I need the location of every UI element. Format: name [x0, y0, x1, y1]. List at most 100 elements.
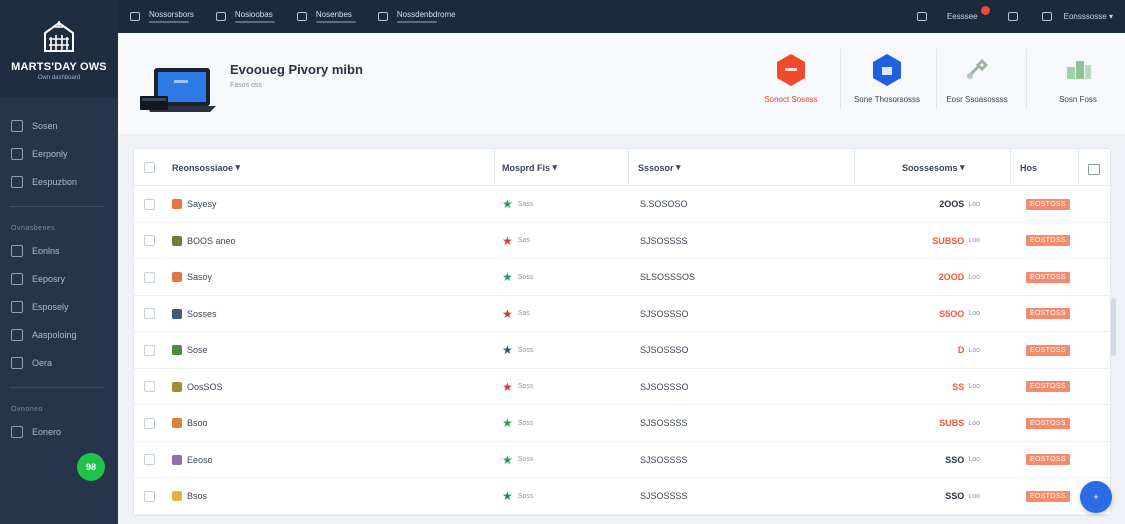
dashboard-icon [11, 120, 23, 132]
analytics-icon[interactable] [916, 12, 927, 21]
column-header-label: Hos [1020, 162, 1038, 173]
price-unit: Loo [968, 383, 980, 390]
star-icon: ★ [502, 489, 513, 503]
chart-icon [11, 273, 23, 285]
sidebar-item-7[interactable]: Aaspoloing [0, 321, 118, 349]
row-checkbox[interactable] [144, 381, 155, 392]
sku-value: SJSOSSSO [640, 345, 689, 355]
header-action-1[interactable]: Sonoct Sosnss [746, 53, 836, 104]
top-nav-item-1[interactable]: Nossorsbors [130, 10, 194, 23]
sku-value: SJSOSSSO [640, 308, 689, 319]
header-action-label: Sone Thosorsosss [853, 95, 921, 104]
top-nav-label: Nossorsbors [149, 10, 194, 19]
product-thumbnail-icon [172, 491, 182, 501]
page-title: Evooueg Pivory mibn [230, 62, 363, 77]
notifications-label: Eesssee [946, 12, 978, 21]
row-checkbox[interactable] [144, 344, 155, 356]
status-badge[interactable]: EOSTOSS [1026, 198, 1070, 210]
row-checkbox[interactable] [144, 308, 155, 319]
product-thumbnail-icon [172, 454, 182, 465]
table-row[interactable]: BOOS aneo ★ Sas SJSOSSSS SUBSO Loo EOSTOSS [134, 223, 1110, 259]
column-header-name[interactable]: Reonsossiaoe ▾ [172, 149, 240, 186]
sidebar-item-5[interactable]: Eeposry [0, 265, 118, 293]
product-thumbnail-icon [172, 308, 182, 319]
sidebar-item-4[interactable]: Eonlns [0, 237, 118, 265]
status-badge[interactable]: EOSTOSS [1026, 271, 1070, 283]
table-row[interactable]: Sosses ★ Sas SJSOSSSO S5OO Loo EOSTOSS [134, 296, 1110, 332]
add-button[interactable]: + [1080, 481, 1112, 513]
table-row[interactable]: Eeoso ★ Soss SJSOSSSS SSO Loo EOSTOSS [134, 442, 1110, 478]
table-row[interactable]: Sayesy ★ Sass S.SOSOSO 2OOS Loo EOSTOSS [134, 186, 1110, 223]
top-nav-item-4[interactable]: Nossdenbdrome [377, 10, 456, 23]
apps-icon[interactable] [1007, 12, 1018, 21]
sort-down-icon: ▾ [552, 162, 558, 172]
row-checkbox[interactable] [144, 235, 155, 246]
sidebar-item-6[interactable]: Esposely [0, 293, 118, 321]
price-value: S5OO [939, 308, 965, 319]
status-badge[interactable]: EOSTOSS [1026, 308, 1070, 319]
sidebar-item-3[interactable]: Eespuzbon [0, 168, 118, 196]
table-row[interactable]: OosSOS ★ Soss SJSOSSSO SS Loo EOSTOSS [134, 369, 1110, 405]
calendar-icon [377, 12, 388, 21]
star-icon: ★ [502, 379, 513, 394]
sidebar-item-8[interactable]: Oera [0, 349, 118, 377]
status-badge[interactable]: EOSTOSS [1026, 417, 1070, 429]
product-thumbnail-icon [172, 235, 182, 246]
column-header-sku[interactable]: Sssosor ▾ [638, 149, 681, 186]
table-row[interactable]: Sose ★ Soss SJSOSSSO D Loo EOSTOSS [134, 332, 1110, 369]
row-checkbox[interactable] [144, 198, 155, 210]
columns-toggle-icon[interactable] [1088, 164, 1100, 175]
column-header-label: Sssosor [638, 162, 674, 173]
product-name: Sayesy [187, 199, 217, 209]
status-badge[interactable]: EOSTOSS [1026, 235, 1070, 246]
store-icon [11, 357, 23, 369]
product-name: Sose [187, 345, 208, 355]
sidebar-item-label: Eonlns [32, 246, 60, 256]
column-separator [1010, 149, 1011, 186]
status-badge[interactable]: EOSTOSS [1026, 344, 1070, 356]
header-action-3[interactable]: Eosr Ssoasossss [932, 53, 1022, 104]
column-header-rating[interactable]: Mosprd Fis ▾ [502, 149, 557, 186]
header-action-2[interactable]: Sone Thosorsosss [842, 53, 932, 104]
folder-icon [296, 12, 307, 21]
table-row[interactable]: Bsoo ★ Soss SJSOSSSS SUBS Loo EOSTOSS [134, 405, 1110, 442]
row-checkbox[interactable] [144, 417, 155, 429]
header-action-4[interactable]: Sosn Foss [1033, 53, 1123, 104]
help-chat-button[interactable]: 98 [77, 453, 105, 481]
row-checkbox[interactable] [144, 454, 155, 465]
product-name: Sasoy [187, 272, 213, 282]
user-menu[interactable]: Eonsssosse ▾ [1064, 12, 1113, 21]
sidebar-item-9[interactable]: Eonero [0, 418, 118, 446]
status-badge[interactable]: EOSTOSS [1026, 490, 1070, 502]
user-icon[interactable] [1041, 12, 1052, 21]
product-thumbnail-icon [172, 199, 182, 209]
table-row[interactable]: Sasoy ★ Soss SLSOSSSOS 2OOD Loo EOSTOSS [134, 259, 1110, 296]
rating-value: Soss [517, 456, 534, 463]
column-header-price[interactable]: Soossesoms ▾ [902, 149, 965, 186]
column-header-status[interactable]: Hos [1020, 149, 1037, 186]
top-nav-label: Nosenbes [315, 10, 352, 19]
sidebar-item-1[interactable]: Sosen [0, 112, 118, 140]
table-scrollbar[interactable] [1111, 298, 1116, 356]
product-thumbnail-icon [172, 272, 182, 282]
sku-value: SJSOSSSS [640, 454, 688, 465]
table-row[interactable]: Bsos ★ Soss SJSOSSSS SSO Loo EOSTOSS [134, 478, 1110, 515]
status-badge[interactable]: EOSTOSS [1026, 454, 1070, 465]
top-nav-label: Nossdenbdrome [396, 10, 456, 19]
building-logo-icon [44, 21, 74, 52]
select-all-checkbox[interactable] [144, 162, 155, 173]
sidebar-section-title: Ovnasbenes [11, 224, 56, 232]
row-checkbox[interactable] [144, 271, 155, 283]
sidebar-item-label: Esposely [32, 302, 69, 312]
column-header-label: Mosprd Fis [502, 162, 551, 173]
top-nav-item-2[interactable]: Nosioobas [215, 10, 275, 23]
page-header: Evooueg Pivory mibn Fasos oss Sonoct Sos… [118, 33, 1125, 134]
sidebar-item-2[interactable]: Eerponly [0, 140, 118, 168]
status-badge[interactable]: EOSTOSS [1026, 381, 1070, 392]
row-checkbox[interactable] [144, 490, 155, 502]
header-divider [936, 49, 937, 109]
brand-name: MARTS'DAY OWS [11, 61, 107, 73]
top-nav-item-3[interactable]: Nosenbes [296, 10, 356, 23]
notifications[interactable]: Eesssee [946, 6, 990, 21]
price-unit: Loo [968, 237, 980, 244]
